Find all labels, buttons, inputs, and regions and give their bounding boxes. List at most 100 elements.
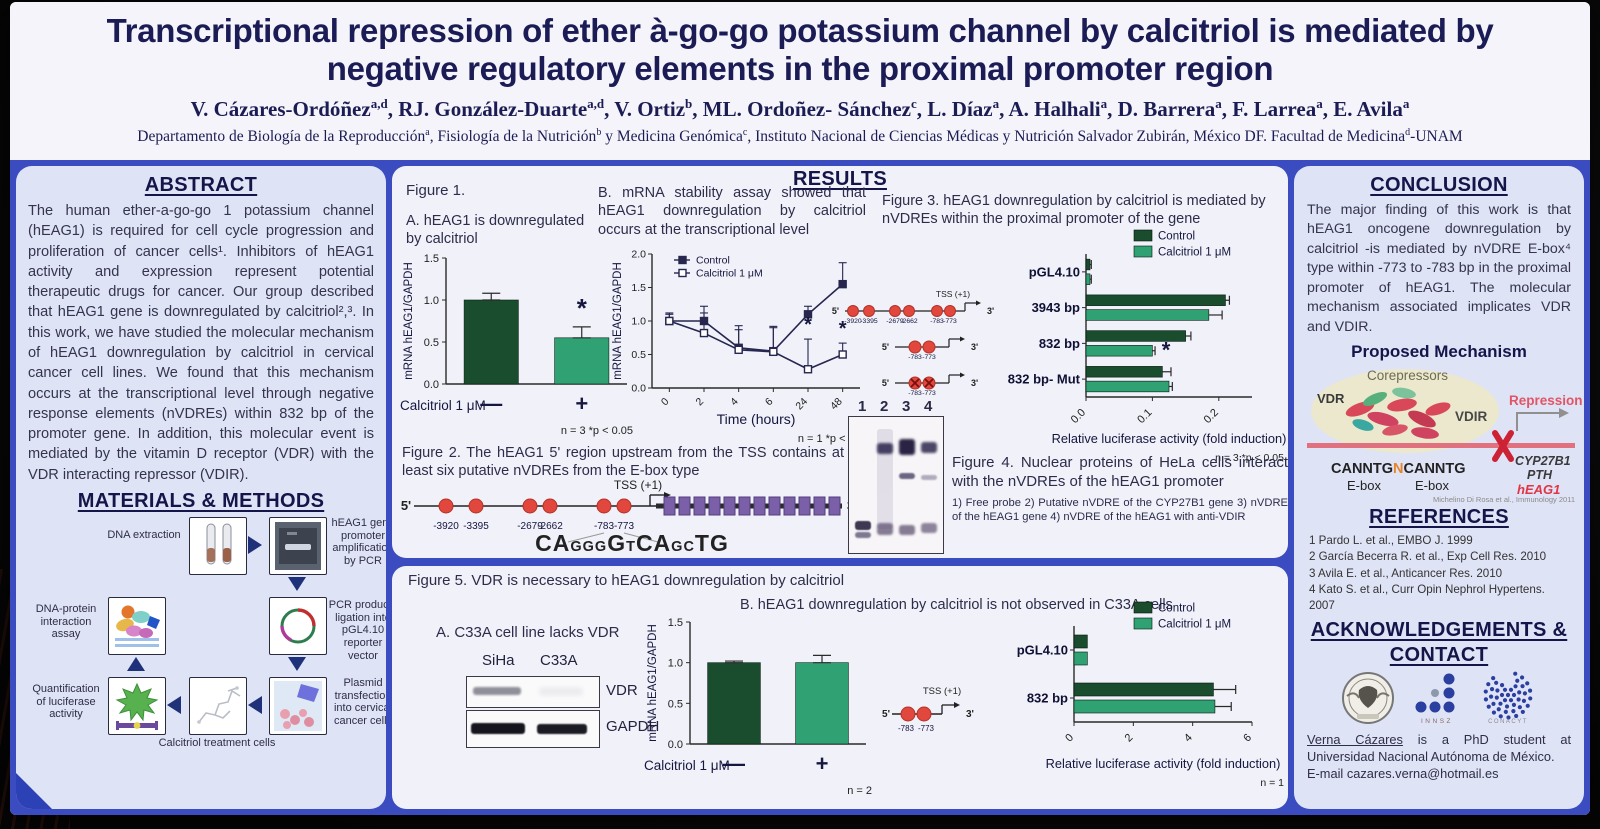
references-list: 1 Pardo L. et al., EMBO J. 1999 2 García … xyxy=(1305,533,1573,614)
gel-lane-number: 1 xyxy=(858,398,867,415)
svg-text:0.5: 0.5 xyxy=(668,698,683,710)
luciferase-image xyxy=(108,676,166,735)
svg-text:TSS (+1): TSS (+1) xyxy=(923,686,961,697)
plasmid-image xyxy=(269,596,327,655)
svg-text:3': 3' xyxy=(971,378,978,388)
blot-band-gapdh-siha xyxy=(471,723,525,734)
svg-text:mRNA hEAG1/GAPDH: mRNA hEAG1/GAPDH xyxy=(612,262,624,380)
svg-text:1.0: 1.0 xyxy=(631,316,646,328)
svg-text:+: + xyxy=(575,391,588,416)
svg-text:0: 0 xyxy=(659,396,672,409)
abstract-text: The human ether-a-go-go 1 potassium chan… xyxy=(28,203,374,483)
svg-text:-773: -773 xyxy=(922,354,936,361)
dna-tubes-icon xyxy=(206,523,232,565)
svg-text:0: 0 xyxy=(1063,732,1076,745)
contact-email: E-mail cazares.verna@hotmail.es xyxy=(1307,765,1499,781)
results-panel: RESULTS Figure 1. A. hEAG1 is downregula… xyxy=(392,166,1288,558)
svg-text:mRNA hEAG1/GAPDH: mRNA hEAG1/GAPDH xyxy=(647,624,659,742)
svg-text:1.0: 1.0 xyxy=(668,658,683,670)
calcitriol-molecule-icon xyxy=(197,686,241,724)
svg-text:*: * xyxy=(1162,338,1171,363)
figure2-promoter-diagram: 5'TSS (+1)3'-3920-3395-2679-2662-783-773 xyxy=(401,478,857,543)
fig1a-bar-chart: 0.0 0.5 1.0 1.5 mRNA hEAG1/GAPDH — + * Calcitrio… xyxy=(400,242,635,443)
fig1b-line-chart: 0.0 0.5 1.0 1.5 2.0 mRNA hEAG1/GAPDH 0 2 4 6 24 48 C… xyxy=(610,246,872,449)
fig5c-hbar-chart: pGL4.10 832 bp Control Calcitriol 1 μM 0 2 4 6 R… xyxy=(1004,600,1286,803)
figure3-promoter-constructs: 5' 3'TSS (+1)-3920-3395 -2679-2662 -783 -773… xyxy=(832,289,994,397)
svg-text:832 bp: 832 bp xyxy=(1027,691,1068,706)
svg-text:24: 24 xyxy=(793,396,810,413)
svg-text:TSS (+1): TSS (+1) xyxy=(936,289,970,299)
svg-text:n = 3 *p < 0.05: n = 3 *p < 0.05 xyxy=(561,425,633,437)
dna-line xyxy=(1307,443,1575,449)
poster-header: Transcriptional repression of ether à-go… xyxy=(10,2,1590,160)
mechanism-diagram: VDR Corepressors VDIR Repression CANNTGN… xyxy=(1307,368,1583,504)
methods-step-transfection: Plasmid transfection into cervical cance… xyxy=(333,676,386,727)
svg-text:6: 6 xyxy=(763,396,776,409)
svg-text:3': 3' xyxy=(966,709,974,720)
highlight-ellipse xyxy=(1311,369,1499,454)
luciferase-icon xyxy=(115,682,159,730)
gel-band xyxy=(855,532,871,538)
svg-text:Relative luciferase activity (: Relative luciferase activity (fold induc… xyxy=(1046,756,1281,771)
abstract-heading: ABSTRACT xyxy=(144,174,258,196)
svg-text:-3395: -3395 xyxy=(463,521,489,532)
svg-text:-783: -783 xyxy=(898,724,915,733)
poster-title: Transcriptional repression of ether à-go… xyxy=(10,12,1590,89)
svg-text:5': 5' xyxy=(882,378,889,388)
ebox-sequence-label: CANNTGNCANNTG xyxy=(1331,461,1466,477)
unam-logo-icon xyxy=(1342,672,1394,725)
blot-col-c33a: C33A xyxy=(540,652,578,669)
fig3-hbar-chart: pGL4.10 3943 bp 832 bp 832 bp- Mut Control * C… xyxy=(1002,228,1286,478)
svg-text:-2679: -2679 xyxy=(517,521,543,532)
svg-text:-773: -773 xyxy=(918,724,935,733)
figure1b-caption: B. mRNA stability assay showed that hEAG… xyxy=(598,185,866,238)
svg-text:Calcitriol 1 μM: Calcitriol 1 μM xyxy=(400,398,486,413)
gel-lane-number: 3 xyxy=(902,398,911,415)
svg-text:4: 4 xyxy=(1182,732,1195,745)
figure5-panel: Figure 5. VDR is necessary to hEAG1 down… xyxy=(392,566,1288,809)
blot-band-vdr-siha xyxy=(473,687,521,695)
gel-photo-image xyxy=(269,516,327,575)
svg-text:1.5: 1.5 xyxy=(424,253,439,265)
vdr-label: VDR xyxy=(1317,391,1345,406)
repression-arrow-icon xyxy=(1516,412,1559,432)
innsz-label: INNSZ xyxy=(1421,718,1453,725)
svg-text:Control: Control xyxy=(1158,231,1195,243)
title-line-2: negative regulatory elements in the prox… xyxy=(326,50,1274,88)
svg-text:Control: Control xyxy=(696,255,730,267)
svg-text:0.0: 0.0 xyxy=(668,739,683,751)
plasmid-icon xyxy=(280,608,316,644)
figure5a-caption: A. C33A cell line lacks VDR xyxy=(436,624,620,641)
gene-pth-label: PTH xyxy=(1527,468,1553,482)
svg-text:-2679: -2679 xyxy=(886,318,904,325)
arrow-down-icon xyxy=(288,576,306,591)
svg-text:5': 5' xyxy=(832,306,839,316)
pcr-gel-icon xyxy=(275,521,321,570)
blot-band-vdr-c33a xyxy=(539,687,583,696)
svg-text:1.0: 1.0 xyxy=(424,295,439,307)
corepressors-label: Corepressors xyxy=(1367,368,1448,383)
gene-heag1-label: hEAG1 xyxy=(1517,482,1560,497)
figure1a-caption: A. hEAG1 is downregulated by calcitriol xyxy=(406,213,585,248)
svg-text:0.0: 0.0 xyxy=(1069,407,1088,426)
gel-smear xyxy=(877,429,893,529)
gel-band xyxy=(921,523,937,533)
svg-text:+: + xyxy=(816,751,829,776)
gel-band xyxy=(855,521,871,530)
blot-band-gapdh-c33a xyxy=(537,724,587,734)
svg-text:3': 3' xyxy=(971,342,978,352)
methods-step-dna-extraction: DNA extraction xyxy=(107,528,181,541)
figure4-legend: 1) Free probe 2) Putative nVDRE of the C… xyxy=(952,497,1288,523)
svg-text:6: 6 xyxy=(1241,732,1254,745)
svg-text:0.5: 0.5 xyxy=(424,337,439,349)
svg-text:-783: -783 xyxy=(594,521,614,532)
svg-text:5': 5' xyxy=(882,709,890,720)
svg-text:1.5: 1.5 xyxy=(631,282,646,294)
mechanism-heading: Proposed Mechanism xyxy=(1351,342,1527,362)
acknowledgements-heading: ACKNOWLEDGEMENTS & CONTACT xyxy=(1310,619,1568,667)
svg-text:Calcitriol 1 μM: Calcitriol 1 μM xyxy=(1158,619,1231,631)
methods-heading: MATERIALS & METHODS xyxy=(77,489,325,512)
results-heading: RESULTS xyxy=(793,168,887,190)
svg-text:3': 3' xyxy=(987,306,994,316)
svg-text:-783: -783 xyxy=(908,354,922,361)
